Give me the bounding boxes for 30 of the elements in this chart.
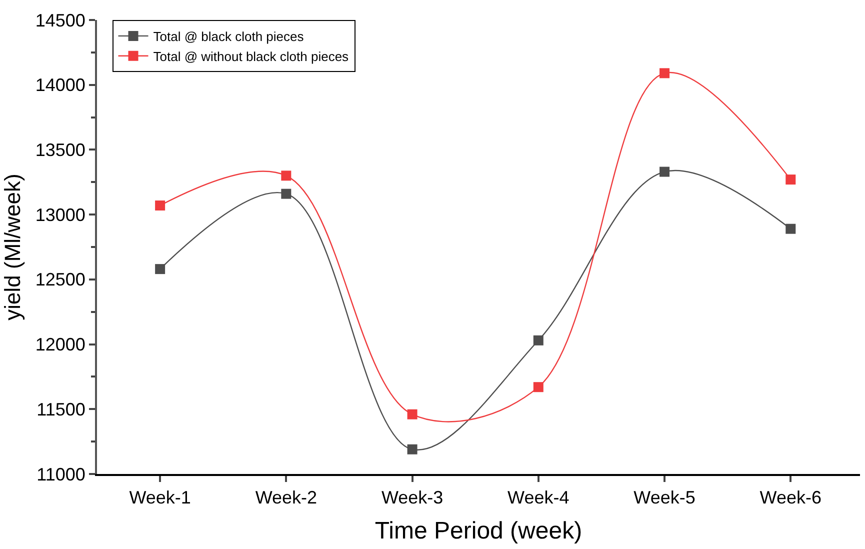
y-tick-label: 14000 bbox=[35, 75, 86, 96]
x-tick-label: Week-5 bbox=[634, 488, 696, 508]
point bbox=[660, 166, 670, 177]
point bbox=[533, 335, 544, 346]
point bbox=[407, 409, 418, 420]
legend-label: Total @ without black cloth pieces bbox=[153, 48, 350, 64]
y-tick-label: 13000 bbox=[35, 204, 86, 225]
x-tick-label: Week-1 bbox=[129, 488, 191, 508]
point bbox=[786, 174, 796, 185]
y-tick-label: 11000 bbox=[36, 464, 86, 484]
x-tick-label: Week-6 bbox=[760, 488, 822, 508]
point bbox=[281, 170, 292, 181]
point bbox=[786, 224, 796, 234]
legend-label: Total @ black cloth pieces bbox=[153, 29, 304, 44]
y-tick-label: 12500 bbox=[35, 270, 86, 290]
x-tick-label: Week-3 bbox=[381, 488, 444, 508]
x-tick-label: Week-4 bbox=[508, 488, 570, 508]
x-tick-label: Week-2 bbox=[255, 488, 318, 508]
point bbox=[155, 264, 166, 274]
y-tick-label: 14500 bbox=[35, 10, 86, 30]
point bbox=[533, 382, 544, 392]
y-tick-label: 13500 bbox=[35, 140, 86, 160]
y-tick-label: 11500 bbox=[36, 399, 86, 420]
point bbox=[407, 444, 418, 454]
y-tick-label: 12000 bbox=[35, 334, 86, 355]
point bbox=[660, 68, 670, 78]
x-axis-title: Time Period (week) bbox=[374, 517, 582, 544]
point bbox=[281, 188, 292, 199]
point bbox=[155, 200, 166, 210]
y-axis-title: yield (Ml/week) bbox=[0, 174, 25, 320]
